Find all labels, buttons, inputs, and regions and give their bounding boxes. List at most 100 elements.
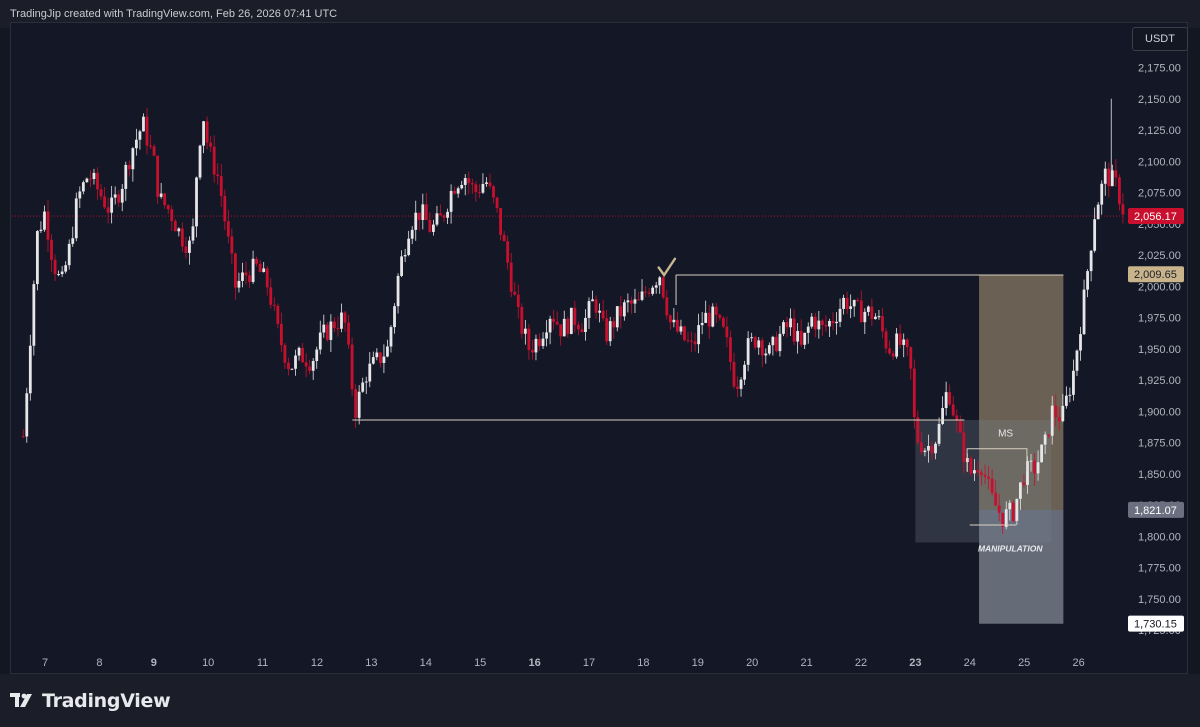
candle-body <box>209 142 213 147</box>
candle-body <box>428 219 432 232</box>
candle-body <box>269 287 273 305</box>
x-axis-tick-label: 24 <box>964 657 976 669</box>
candle-body <box>789 318 792 328</box>
candle-body <box>973 470 976 474</box>
candle-body <box>463 178 467 185</box>
y-axis-tick-label: 1,900.00 <box>1138 406 1181 418</box>
x-axis-tick-label: 14 <box>420 657 432 669</box>
candle-body <box>301 347 304 363</box>
candle-body <box>835 321 838 324</box>
candle-body <box>1036 462 1040 474</box>
candle-body <box>877 316 881 318</box>
candle-body <box>757 340 761 348</box>
candle-body <box>718 314 722 318</box>
candle-body <box>668 315 672 323</box>
candle-body <box>955 415 959 421</box>
candle-body <box>1114 170 1118 178</box>
candle-body <box>874 316 877 320</box>
candle-body <box>704 312 708 323</box>
candle-body <box>60 271 64 275</box>
annotation-box-gray <box>979 510 1064 624</box>
candle-body <box>538 338 541 347</box>
y-axis-tick-label: 2,000.00 <box>1138 281 1181 293</box>
candle-body <box>117 194 121 203</box>
y-axis-tick-label: 1,925.00 <box>1138 375 1181 387</box>
candle-body <box>948 392 952 405</box>
candle-body <box>584 317 587 332</box>
candle-body <box>937 423 941 444</box>
candle-body <box>333 321 336 329</box>
candle-body <box>230 236 234 254</box>
candle-body <box>909 347 913 369</box>
candle-body <box>35 231 39 285</box>
annotation-box-tan <box>979 275 1064 510</box>
candle-body <box>46 211 50 240</box>
candle-body <box>202 121 205 146</box>
candle-body <box>1086 271 1089 290</box>
candle-body <box>92 172 96 180</box>
candle-body <box>732 361 736 387</box>
candle-body <box>1015 498 1019 521</box>
candle-body <box>1043 434 1047 445</box>
candle-body <box>856 299 860 301</box>
candle-body <box>1047 434 1051 436</box>
candle-body <box>152 146 156 156</box>
candle-body <box>866 306 870 312</box>
candle-body <box>403 254 407 257</box>
candle-body <box>470 183 474 185</box>
candle-body <box>552 318 556 322</box>
candle-body <box>219 176 223 196</box>
candle-body <box>159 193 163 197</box>
candle-body <box>714 306 718 315</box>
candle-body <box>378 352 382 363</box>
candle-body <box>601 310 605 319</box>
candle-body <box>969 458 973 474</box>
candle-body <box>838 308 842 322</box>
candle-body <box>336 328 340 330</box>
candle-body <box>290 368 294 370</box>
candle-body <box>683 326 686 341</box>
candle-body <box>630 300 633 304</box>
candle-body <box>81 182 85 192</box>
candle-body <box>120 188 124 203</box>
candle-body <box>944 392 948 409</box>
candle-body <box>237 280 241 288</box>
x-axis-tick-label: 10 <box>202 657 214 669</box>
candle-body <box>923 450 927 453</box>
candle-body <box>902 339 906 345</box>
candle-body <box>775 336 778 352</box>
candle-body <box>453 190 457 194</box>
candle-body <box>439 213 442 216</box>
attribution-text: TradingJip created with TradingView.com,… <box>10 8 338 20</box>
candle-body <box>499 207 502 235</box>
candle-body <box>566 318 570 334</box>
tradingview-logo-icon <box>10 693 32 707</box>
candle-body <box>375 352 379 358</box>
candle-body <box>347 322 350 345</box>
candle-body <box>905 339 909 348</box>
candle-body <box>467 178 471 184</box>
tradingview-logo[interactable]: TradingView <box>10 690 171 712</box>
candle-body <box>1064 395 1068 406</box>
candle-body <box>173 221 177 232</box>
candle-body <box>1103 168 1107 184</box>
candle-body <box>1075 350 1079 371</box>
x-axis-tick-label: 21 <box>800 657 812 669</box>
candle-body <box>1050 405 1054 436</box>
candle-body <box>951 404 955 416</box>
candle-body <box>916 417 920 443</box>
candle-body <box>941 408 944 424</box>
candle-body <box>1033 460 1036 474</box>
candle-body <box>782 322 785 334</box>
candle-body <box>824 325 828 327</box>
candle-body <box>591 299 594 302</box>
currency-selector-button[interactable]: USDT <box>1132 27 1188 51</box>
annotation-label: MANIPULATION <box>978 543 1043 553</box>
candle-body <box>619 306 623 317</box>
candle-body <box>78 191 82 199</box>
candle-body <box>170 209 174 222</box>
candle-body <box>637 299 640 301</box>
candle-body <box>414 212 418 230</box>
candle-body <box>958 420 962 433</box>
